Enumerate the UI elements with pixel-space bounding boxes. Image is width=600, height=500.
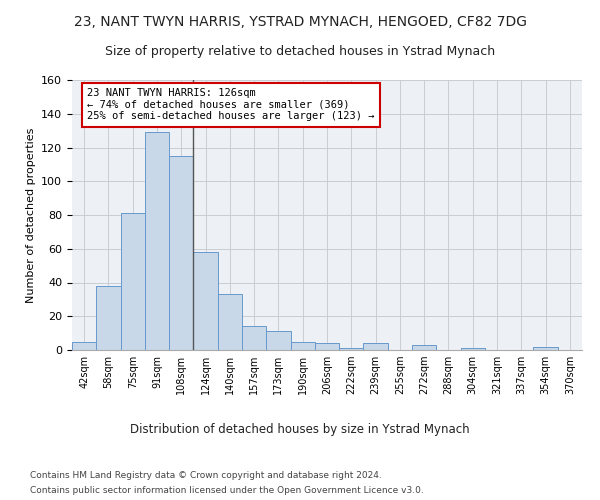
Bar: [193, 252, 218, 350]
Bar: [145, 132, 169, 350]
Text: 23, NANT TWYN HARRIS, YSTRAD MYNACH, HENGOED, CF82 7DG: 23, NANT TWYN HARRIS, YSTRAD MYNACH, HEN…: [74, 15, 527, 29]
Bar: [461, 348, 485, 350]
Text: Size of property relative to detached houses in Ystrad Mynach: Size of property relative to detached ho…: [105, 45, 495, 58]
Bar: [218, 294, 242, 350]
Bar: [169, 156, 193, 350]
Bar: [290, 342, 315, 350]
Y-axis label: Number of detached properties: Number of detached properties: [26, 128, 35, 302]
Text: Contains HM Land Registry data © Crown copyright and database right 2024.: Contains HM Land Registry data © Crown c…: [30, 471, 382, 480]
Bar: [266, 332, 290, 350]
Text: Distribution of detached houses by size in Ystrad Mynach: Distribution of detached houses by size …: [130, 422, 470, 436]
Bar: [96, 286, 121, 350]
Text: Contains public sector information licensed under the Open Government Licence v3: Contains public sector information licen…: [30, 486, 424, 495]
Bar: [412, 345, 436, 350]
Text: 23 NANT TWYN HARRIS: 126sqm
← 74% of detached houses are smaller (369)
25% of se: 23 NANT TWYN HARRIS: 126sqm ← 74% of det…: [88, 88, 375, 122]
Bar: [315, 344, 339, 350]
Bar: [121, 214, 145, 350]
Bar: [339, 348, 364, 350]
Bar: [533, 346, 558, 350]
Bar: [364, 344, 388, 350]
Bar: [72, 342, 96, 350]
Bar: [242, 326, 266, 350]
